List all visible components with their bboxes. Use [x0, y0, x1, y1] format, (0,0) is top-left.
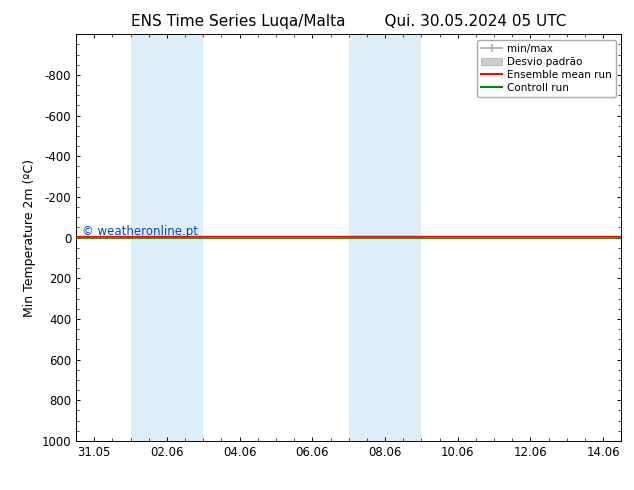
Legend: min/max, Desvio padrão, Ensemble mean run, Controll run: min/max, Desvio padrão, Ensemble mean ru… [477, 40, 616, 97]
Title: ENS Time Series Luqa/Malta        Qui. 30.05.2024 05 UTC: ENS Time Series Luqa/Malta Qui. 30.05.20… [131, 14, 566, 29]
Bar [349, 34, 422, 441]
Text: © weatheronline.pt: © weatheronline.pt [82, 224, 198, 238]
Bar [131, 34, 204, 441]
Y-axis label: Min Temperature 2m (ºC): Min Temperature 2m (ºC) [23, 159, 36, 317]
